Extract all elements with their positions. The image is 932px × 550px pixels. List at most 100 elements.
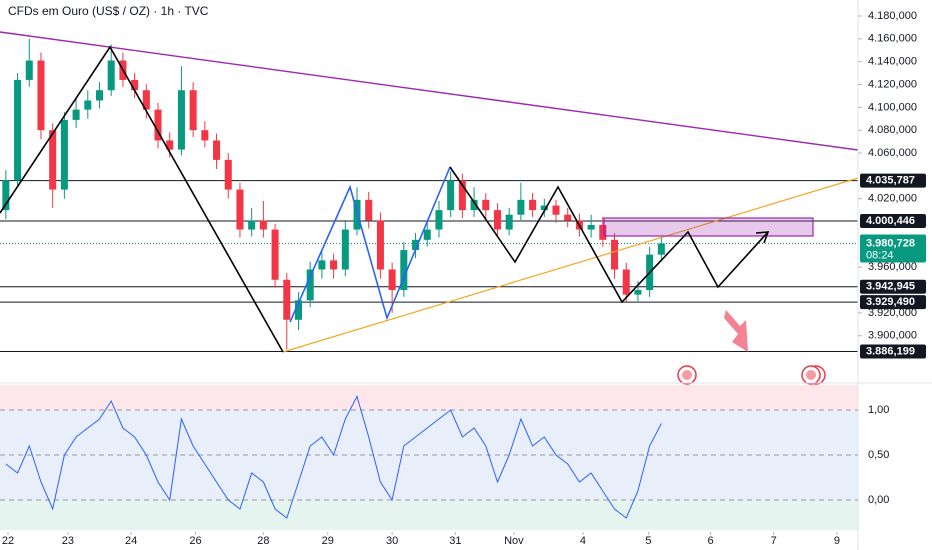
candle-body	[447, 180, 455, 211]
y-tick-label: 4.180,000	[868, 10, 917, 22]
level-label: 4.000,446	[866, 215, 915, 227]
candle-body	[634, 290, 642, 295]
event-icon	[682, 370, 692, 380]
candle-body	[400, 250, 408, 291]
zone-box	[603, 217, 814, 237]
last-price-label: 3.980,728	[866, 237, 915, 249]
candle-body	[540, 205, 548, 211]
candle-body	[435, 210, 443, 230]
zigzag	[449, 166, 769, 304]
candle-body	[587, 224, 595, 230]
y-tick-label: 3.920,000	[868, 307, 917, 319]
candle-body	[271, 229, 279, 280]
x-tick-label: Nov	[504, 535, 524, 547]
y-tick-label: 4.160,000	[868, 33, 917, 45]
levels	[0, 180, 858, 353]
candle-body	[470, 199, 478, 211]
candle-body	[318, 260, 326, 270]
x-tick-label: 7	[771, 535, 777, 547]
candle-body	[14, 79, 22, 181]
candle-body	[107, 60, 115, 91]
y-tick-label: 3.960,000	[868, 261, 917, 273]
level-label-box	[860, 295, 926, 310]
y-tick-label: 4.060,000	[868, 147, 917, 159]
y-tick-label: 1,00	[868, 404, 889, 416]
x-tick-label: 26	[189, 535, 201, 547]
candle-body	[611, 239, 619, 270]
candle-body	[2, 180, 10, 211]
x-tick-label: 9	[834, 535, 840, 547]
candle-body	[622, 269, 630, 295]
candle-body	[131, 79, 139, 91]
drawings	[0, 31, 859, 353]
x-tick-label: 31	[449, 535, 461, 547]
level-label: 3.942,945	[866, 281, 915, 293]
x-tick-label: 6	[707, 535, 713, 547]
trendline	[0, 31, 859, 151]
arrow-head	[755, 231, 770, 244]
x-tick-label: 28	[257, 535, 269, 547]
oversold-zone	[0, 500, 858, 530]
level-label-box	[860, 279, 926, 294]
candle-body	[376, 220, 384, 270]
candle-body	[177, 90, 185, 150]
level-label-box	[860, 173, 926, 188]
x-tick-label: 4	[580, 535, 586, 547]
oscillator	[0, 395, 858, 519]
candle-body	[142, 90, 150, 110]
chart-title: CFDs em Ouro (US$ / OZ) · 1h · TVC	[8, 4, 209, 18]
y-tick-label: 3.900,000	[868, 330, 917, 342]
y-tick-label: 0,50	[868, 449, 889, 461]
event-icon	[806, 370, 816, 380]
candle-body	[529, 199, 537, 211]
level-label: 3.886,199	[866, 345, 915, 357]
candle-body	[25, 60, 33, 80]
candle-body	[564, 214, 572, 221]
candle-body	[236, 189, 244, 230]
candle-body	[330, 260, 338, 270]
x-tick-label: 24	[125, 535, 137, 547]
candle-body	[493, 210, 501, 230]
trendline	[282, 177, 859, 353]
x-tick-label: 30	[386, 535, 398, 547]
candles	[2, 38, 665, 350]
x-tick-label: 5	[645, 535, 651, 547]
candle-body	[505, 214, 513, 230]
y-tick-label: 4.080,000	[868, 124, 917, 136]
candle-body	[341, 229, 349, 270]
candle-body	[213, 140, 221, 160]
candle-body	[552, 205, 560, 215]
candle-body	[657, 243, 665, 255]
candle-body	[259, 220, 267, 230]
candle-body	[365, 199, 373, 221]
event-icons	[677, 365, 826, 385]
candle-body	[283, 279, 291, 320]
candle-body	[37, 60, 45, 131]
zigzag	[0, 45, 284, 353]
candle-body	[599, 224, 607, 240]
candle-body	[60, 119, 68, 190]
candle-body	[423, 229, 431, 240]
last-price-box	[860, 234, 926, 263]
oscillator-line	[5, 395, 662, 519]
candle-body	[189, 90, 197, 131]
candle-body	[306, 269, 314, 301]
y-tick-label: 4.140,000	[868, 56, 917, 68]
y-tick-label: 4.020,000	[868, 193, 917, 205]
y-tick-label: 4.100,000	[868, 101, 917, 113]
candle-body	[84, 100, 92, 110]
overbought-zone	[0, 385, 858, 411]
x-tick-label: 22	[2, 535, 14, 547]
candle-body	[49, 130, 57, 190]
axes: 4.180,000 4.160,000 4.140,000 4.120,000 4.10…	[2, 10, 926, 547]
oscillator-background	[0, 385, 858, 530]
candle-body	[294, 300, 302, 320]
candle-body	[72, 109, 80, 120]
candle-body	[458, 180, 466, 211]
x-tick-label: 29	[322, 535, 334, 547]
level-label-box	[860, 214, 926, 229]
candle-body	[166, 140, 174, 150]
level-label: 3.929,490	[866, 296, 915, 308]
candle-body	[154, 109, 162, 141]
